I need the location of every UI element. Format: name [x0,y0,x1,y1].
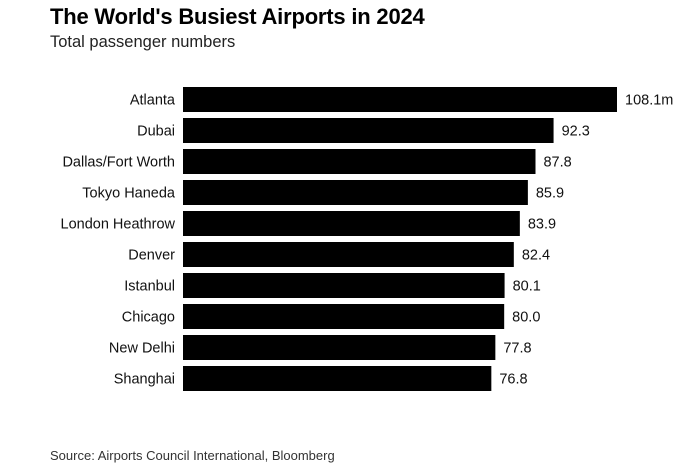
value-label: 108.1m [625,93,673,109]
category-label: Tokyo Haneda [82,186,176,202]
value-label: 83.9 [528,217,556,233]
chart-title: The World's Busiest Airports in 2024 [50,4,425,29]
category-label: New Delhi [109,341,175,357]
bar [183,87,617,112]
category-label: Shanghai [114,372,175,388]
bar [183,180,528,205]
bar [183,304,505,329]
category-label: Dubai [137,124,175,140]
category-label: Dallas/Fort Worth [62,155,175,171]
bar [183,335,496,360]
category-label: Denver [128,248,175,264]
chart-subtitle: Total passenger numbers [50,33,236,51]
source-note: Source: Airports Council International, … [50,448,335,463]
bar [183,211,520,236]
value-label: 82.4 [522,248,550,264]
value-label: 77.8 [503,341,531,357]
category-label: Atlanta [130,93,176,109]
bar [183,273,505,298]
value-label: 80.0 [512,310,540,326]
category-label: Chicago [122,310,175,326]
value-label: 87.8 [543,155,571,171]
value-label: 80.1 [513,279,541,295]
value-label: 85.9 [536,186,564,202]
bar [183,118,554,143]
bar [183,366,492,391]
bar [183,242,514,267]
category-label: Istanbul [124,279,175,295]
category-label: London Heathrow [61,217,176,233]
bar [183,149,536,174]
value-label: 76.8 [499,372,527,388]
value-label: 92.3 [562,124,590,140]
